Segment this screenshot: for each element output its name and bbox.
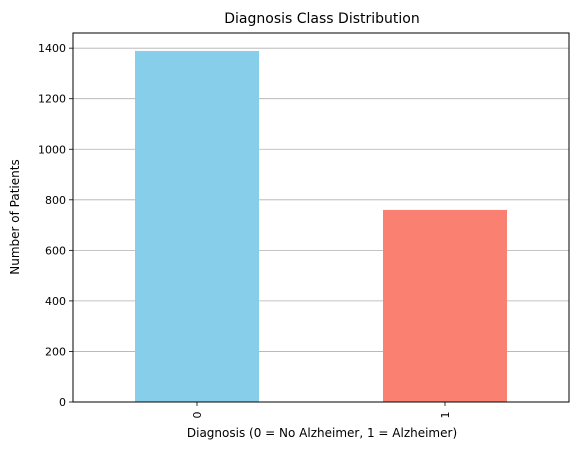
y-tick-label-6: 1200: [38, 93, 66, 106]
plot-frame: [72, 32, 570, 403]
x-tick-label-1: 1: [439, 412, 452, 419]
y-tick-label-1: 200: [45, 345, 66, 358]
chart-title: Diagnosis Class Distribution: [224, 11, 419, 27]
x-tick-label-0: 0: [191, 412, 204, 419]
y-tick-label-5: 1000: [38, 143, 66, 156]
x-axis-label: Diagnosis (0 = No Alzheimer, 1 = Alzheim…: [187, 426, 457, 440]
y-tick-label-3: 600: [45, 244, 66, 257]
y-axis-label: Number of Patients: [8, 159, 22, 274]
y-tick-label-7: 1400: [38, 42, 66, 55]
y-tick-label-2: 400: [45, 295, 66, 308]
y-tick-label-4: 800: [45, 194, 66, 207]
bar-0: [135, 50, 259, 402]
y-tick-label-0: 0: [59, 396, 66, 409]
bar-1: [383, 209, 507, 402]
bars: [135, 50, 507, 402]
y-ticks: 0 200 400 600 800 1000 1200 1400: [38, 42, 73, 409]
